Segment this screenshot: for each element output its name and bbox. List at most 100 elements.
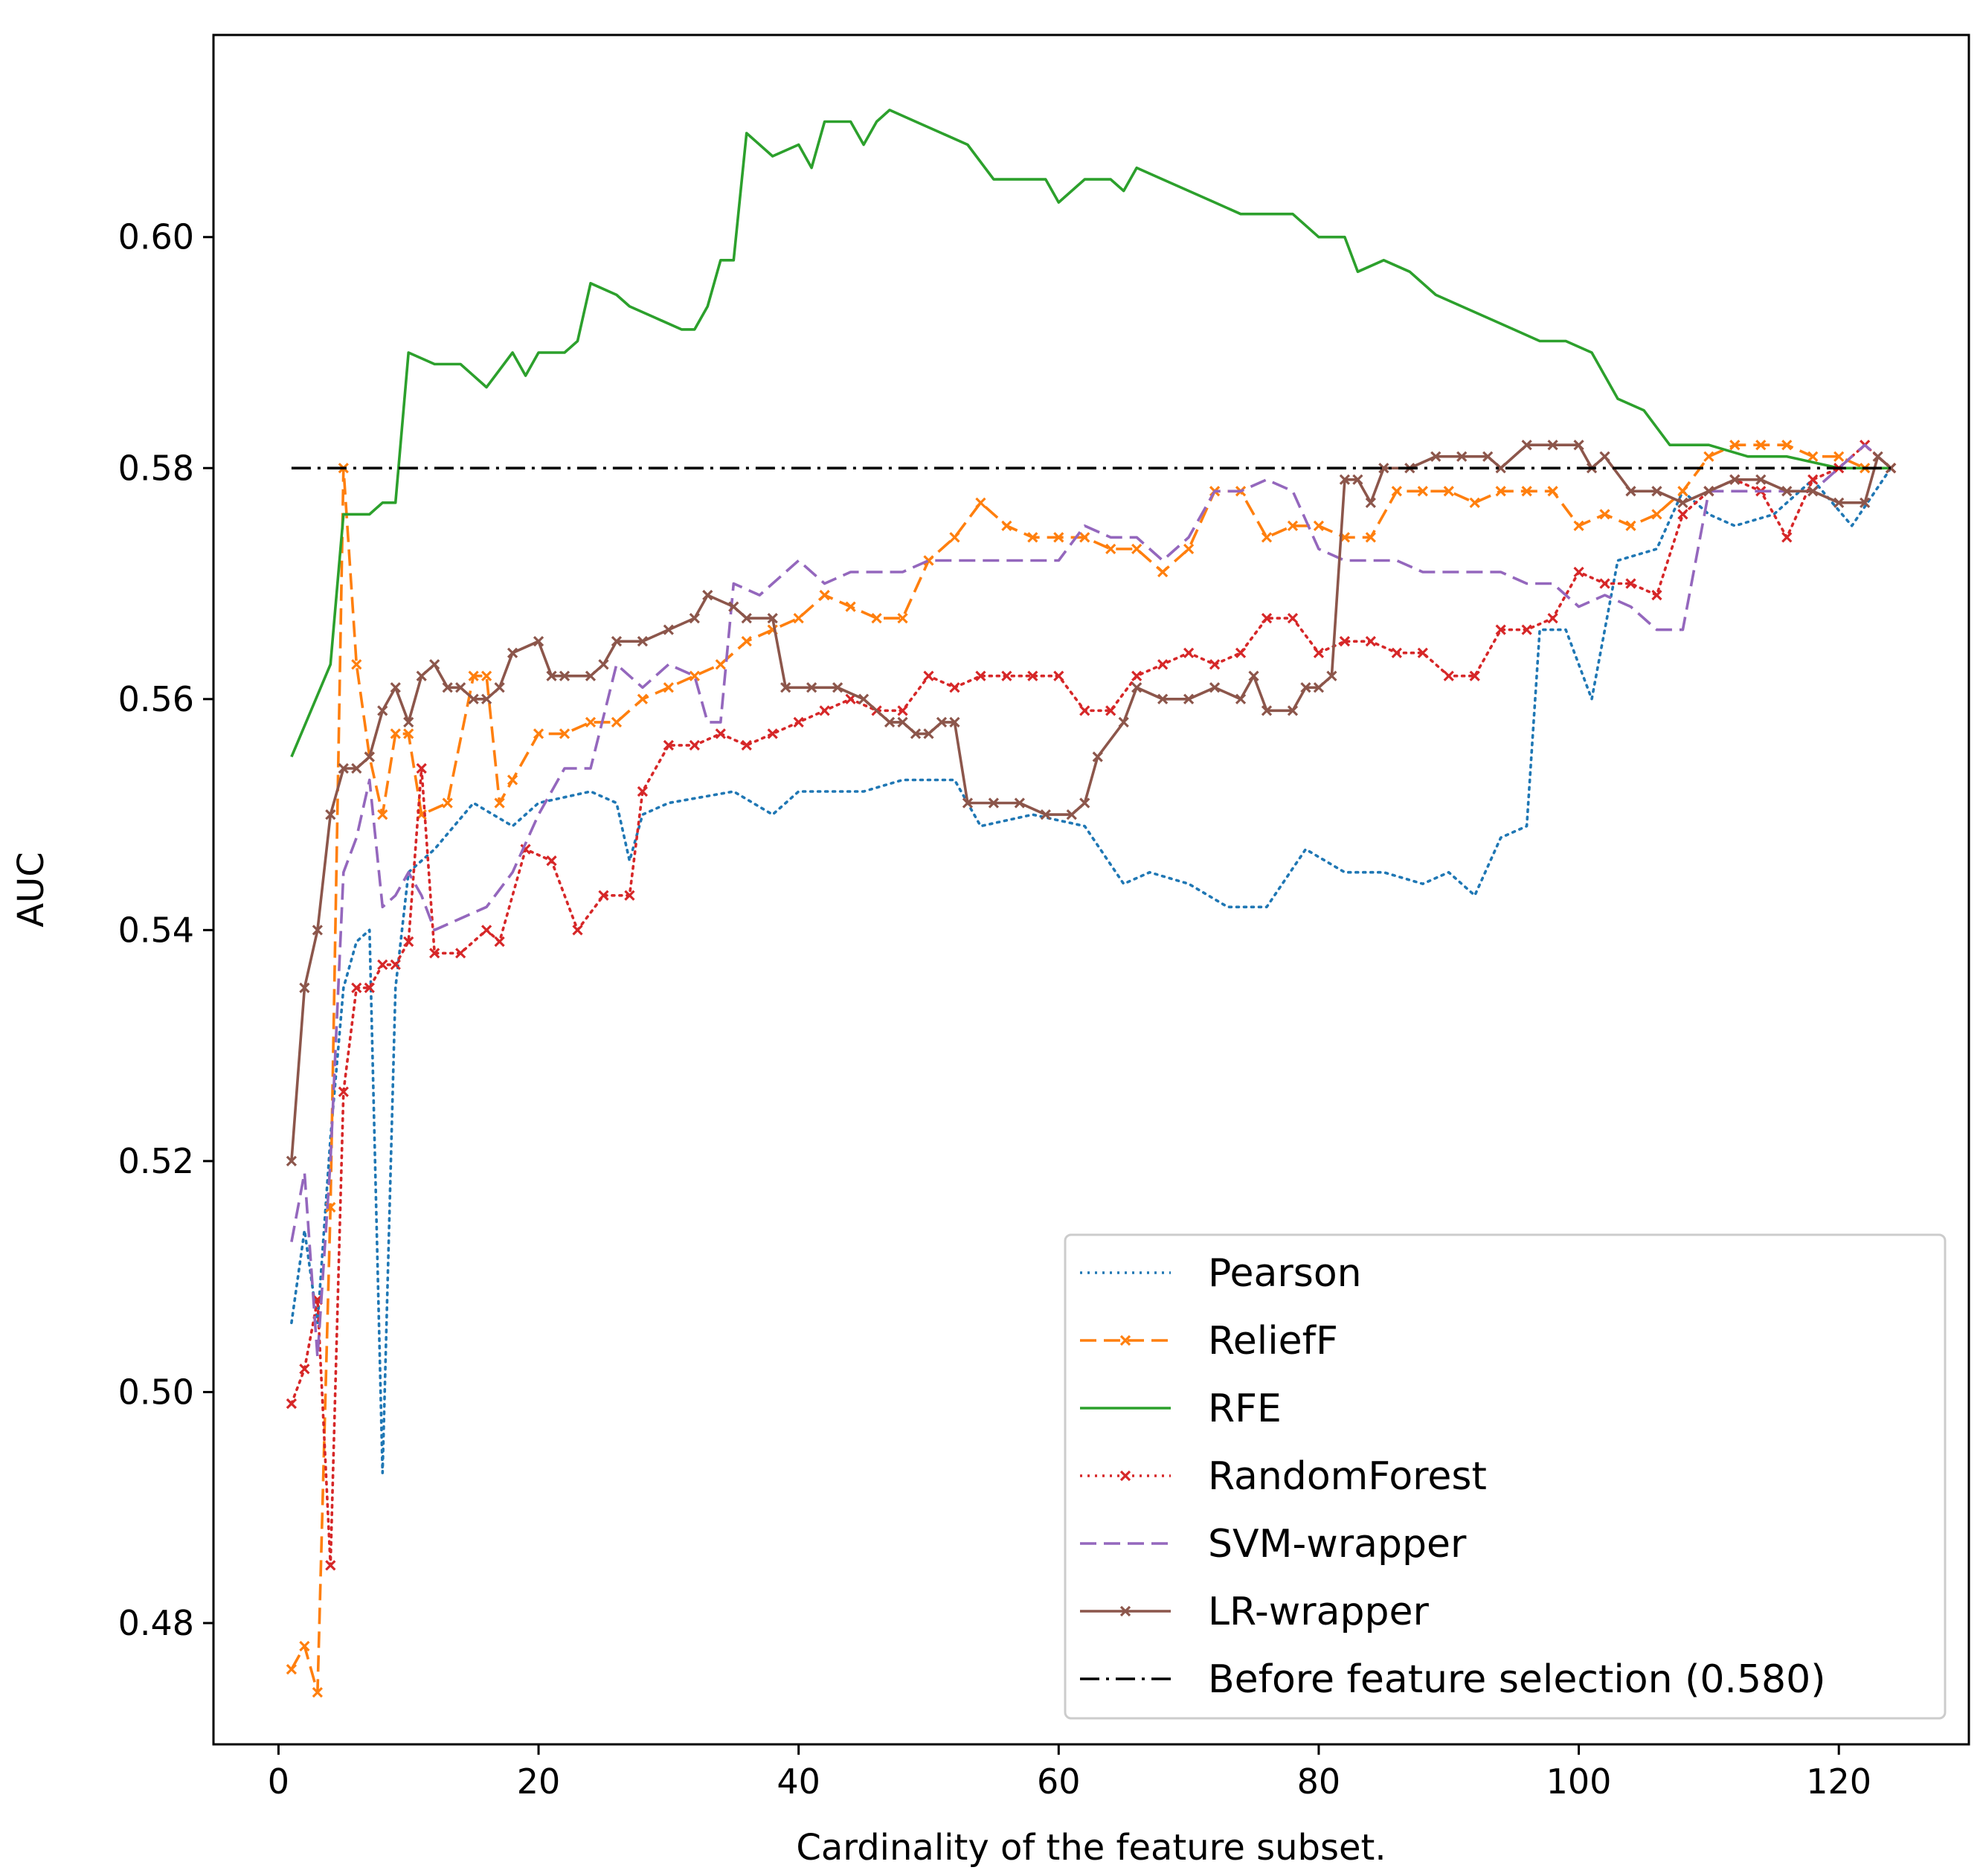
data-point-relieff bbox=[1547, 486, 1558, 497]
data-point-randomforest bbox=[624, 890, 635, 901]
data-point-randomforest bbox=[1469, 670, 1480, 681]
data-point-relieff bbox=[1105, 543, 1116, 555]
data-point-lr-wrapper bbox=[1860, 497, 1871, 508]
data-point-lr-wrapper bbox=[897, 716, 908, 727]
data-point-randomforest bbox=[403, 936, 414, 948]
legend-entry-randomforest: RandomForest bbox=[1080, 1454, 1487, 1499]
data-point-lr-wrapper bbox=[780, 682, 791, 693]
data-point-relieff bbox=[585, 716, 597, 727]
series-layer bbox=[286, 109, 1897, 1698]
data-point-lr-wrapper bbox=[1378, 463, 1389, 474]
data-point-lr-wrapper bbox=[1339, 474, 1351, 485]
data-point-relieff bbox=[1131, 543, 1142, 555]
data-point-lr-wrapper bbox=[832, 682, 843, 693]
data-point-lr-wrapper bbox=[507, 647, 518, 658]
data-point-lr-wrapper bbox=[325, 809, 336, 820]
data-point-lr-wrapper bbox=[1599, 451, 1610, 462]
data-point-relieff bbox=[1391, 486, 1402, 497]
data-point-lr-wrapper bbox=[416, 670, 427, 681]
data-point-relieff bbox=[1807, 451, 1819, 462]
data-point-relieff bbox=[559, 728, 571, 739]
data-point-lr-wrapper bbox=[312, 925, 323, 936]
x-tick-label: 20 bbox=[517, 1761, 561, 1802]
data-point-lr-wrapper bbox=[741, 612, 752, 624]
series-line-rfe bbox=[290, 109, 1892, 758]
data-point-lr-wrapper bbox=[1625, 486, 1636, 497]
x-tick-label: 80 bbox=[1297, 1761, 1341, 1802]
data-point-lr-wrapper bbox=[1079, 797, 1090, 809]
data-point-randomforest bbox=[1105, 705, 1116, 716]
data-point-randomforest bbox=[1573, 566, 1584, 578]
data-point-lr-wrapper bbox=[1131, 682, 1142, 693]
data-point-lr-wrapper bbox=[1573, 440, 1584, 451]
y-axis-label: AUC bbox=[10, 852, 52, 927]
legend-swatch-marker bbox=[1119, 1605, 1131, 1617]
data-point-lr-wrapper bbox=[1092, 751, 1103, 762]
y-axis: 0.48 0.50 0.52 0.54 0.56 0.58 0.60 bbox=[118, 217, 213, 1643]
data-point-randomforest bbox=[689, 739, 700, 751]
data-point-relieff bbox=[715, 659, 726, 670]
data-point-lr-wrapper bbox=[884, 716, 896, 727]
data-point-relieff bbox=[1781, 440, 1793, 451]
data-point-relieff bbox=[1027, 532, 1038, 543]
data-point-randomforest bbox=[975, 670, 986, 681]
data-point-randomforest bbox=[1131, 670, 1142, 681]
data-point-relieff bbox=[390, 728, 401, 739]
y-tick-label: 0.60 bbox=[118, 217, 194, 257]
legend: Pearson ReliefF RFE RandomForest SVM-wrapper… bbox=[1064, 1233, 1947, 1720]
data-point-randomforest bbox=[1209, 659, 1221, 670]
data-point-randomforest bbox=[1521, 624, 1532, 635]
data-point-lr-wrapper bbox=[1209, 682, 1221, 693]
data-point-lr-wrapper bbox=[1040, 809, 1051, 820]
data-point-lr-wrapper bbox=[1287, 705, 1299, 716]
data-point-lr-wrapper bbox=[1365, 497, 1376, 508]
data-point-relieff bbox=[1703, 451, 1714, 462]
data-point-lr-wrapper bbox=[988, 797, 1000, 809]
data-point-randomforest bbox=[1781, 532, 1793, 543]
x-tick-label: 40 bbox=[777, 1761, 820, 1802]
data-point-lr-wrapper bbox=[1807, 486, 1819, 497]
data-point-lr-wrapper bbox=[910, 728, 922, 739]
data-point-randomforest bbox=[1183, 647, 1195, 658]
data-point-lr-wrapper bbox=[1313, 682, 1325, 693]
data-point-relieff bbox=[1625, 520, 1636, 532]
y-tick-label: 0.56 bbox=[118, 679, 194, 719]
data-point-relieff bbox=[1833, 451, 1845, 462]
data-point-randomforest bbox=[949, 682, 960, 693]
data-point-lr-wrapper bbox=[806, 682, 817, 693]
plot-frame bbox=[212, 33, 1970, 1746]
data-point-randomforest bbox=[546, 855, 557, 867]
data-point-relieff bbox=[975, 497, 986, 508]
data-point-lr-wrapper bbox=[1482, 451, 1494, 462]
series-pearson bbox=[290, 466, 1892, 1474]
data-point-lr-wrapper bbox=[377, 705, 388, 716]
data-point-relieff bbox=[1651, 509, 1662, 520]
data-point-randomforest bbox=[377, 959, 388, 971]
data-point-randomforest bbox=[1365, 636, 1376, 647]
data-point-randomforest bbox=[637, 786, 649, 797]
data-point-relieff bbox=[1001, 520, 1012, 532]
data-point-randomforest bbox=[1599, 578, 1610, 589]
data-point-lr-wrapper bbox=[1352, 474, 1363, 485]
data-point-relieff bbox=[1469, 497, 1480, 508]
data-point-lr-wrapper bbox=[1326, 670, 1337, 681]
data-point-lr-wrapper bbox=[1781, 486, 1793, 497]
legend-entry-before-feature-selection-0-580: Before feature selection (0.580) bbox=[1080, 1657, 1826, 1702]
data-point-lr-wrapper bbox=[962, 797, 974, 809]
data-point-randomforest bbox=[897, 705, 908, 716]
data-point-relieff bbox=[611, 716, 623, 727]
data-point-lr-wrapper bbox=[1833, 497, 1845, 508]
data-point-randomforest bbox=[299, 1363, 310, 1375]
legend-entry-relieff: ReliefF bbox=[1080, 1319, 1338, 1363]
data-point-lr-wrapper bbox=[1755, 474, 1767, 485]
data-point-relieff bbox=[494, 797, 505, 809]
data-point-lr-wrapper bbox=[1430, 451, 1442, 462]
data-point-lr-wrapper bbox=[1118, 716, 1129, 727]
legend-label: Before feature selection (0.580) bbox=[1208, 1657, 1826, 1702]
legend-swatch-marker bbox=[1119, 1334, 1131, 1346]
data-point-lr-wrapper bbox=[1248, 670, 1259, 681]
data-point-lr-wrapper bbox=[1703, 486, 1714, 497]
data-point-randomforest bbox=[1391, 647, 1402, 658]
x-tick-label: 120 bbox=[1806, 1761, 1871, 1802]
data-point-lr-wrapper bbox=[949, 716, 960, 727]
